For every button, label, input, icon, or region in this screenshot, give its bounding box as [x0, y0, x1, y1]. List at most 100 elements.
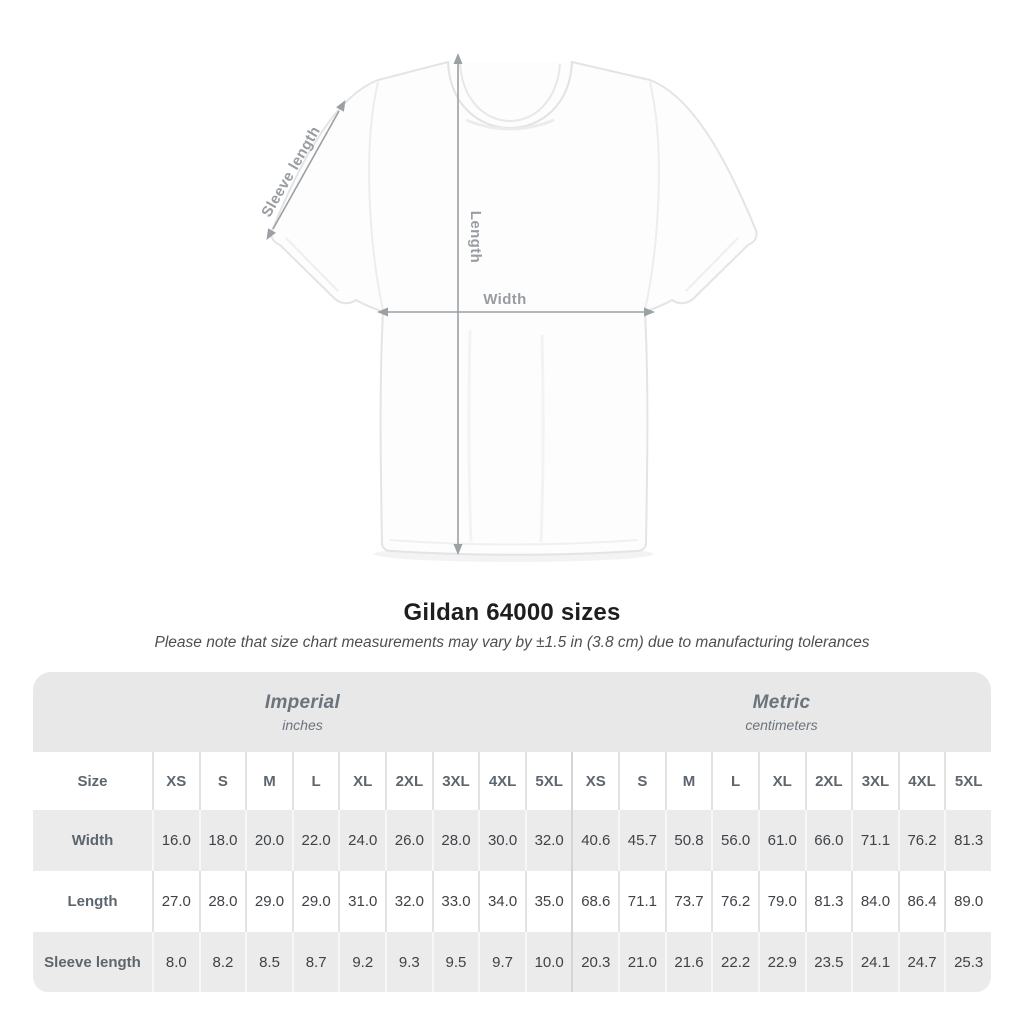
table-cell: 8.7 [291, 932, 339, 992]
row-label: Length [67, 893, 118, 910]
page-title: Gildan 64000 sizes [403, 599, 621, 626]
table-cell: 23.5 [804, 932, 852, 992]
table-cell: 28.0 [198, 871, 246, 932]
table-cell: 71.1 [851, 810, 898, 871]
size-header-cell: XS [571, 752, 618, 810]
table-cell: 89.0 [944, 871, 991, 932]
imperial-label: Imperial [264, 691, 341, 713]
table-cell: 21.0 [618, 932, 665, 992]
left-sleeve-hem-seam [285, 237, 339, 292]
table-cell: 26.0 [385, 810, 432, 871]
size-table: Imperial inches Metric centimeters Size … [33, 672, 991, 992]
metric-group-header: Metric centimeters [572, 672, 991, 752]
size-header-cell: XL [338, 752, 385, 810]
tshirt-measurement-figure: Length Width Sleeve length [258, 53, 758, 562]
size-header-cell: S [618, 752, 665, 810]
right-sleeve-hem-seam [685, 237, 739, 292]
table-cell: 21.6 [664, 932, 712, 992]
table-row-width: Width 16.0 18.0 20.0 22.0 24.0 26.0 28.0… [33, 810, 991, 871]
size-header-cell: 5XL [944, 752, 991, 810]
table-cell: 20.0 [245, 810, 292, 871]
collar [447, 61, 573, 131]
table-cell: 33.0 [431, 871, 479, 932]
table-cell: 16.0 [152, 810, 199, 871]
table-cell: 22.9 [757, 932, 805, 992]
table-row-sleeve-length: Sleeve length 8.0 8.2 8.5 8.7 9.2 9.3 9.… [33, 932, 991, 992]
imperial-group-header: Imperial inches [33, 672, 572, 752]
row-label: Width [71, 832, 114, 849]
size-header-cell: M [664, 752, 712, 810]
size-header-cell: 4XL [478, 752, 525, 810]
table-cell: 73.7 [664, 871, 712, 932]
table-row-length: Length 27.0 28.0 29.0 29.0 31.0 32.0 33.… [33, 871, 991, 932]
table-cell: 56.0 [711, 810, 758, 871]
table-cell: 29.0 [291, 871, 339, 932]
table-cell: 45.7 [618, 810, 665, 871]
table-cell: 18.0 [198, 810, 246, 871]
size-column-header: Size [77, 772, 108, 790]
table-cell: 24.7 [897, 932, 945, 992]
tshirt-body [270, 61, 758, 556]
table-cell: 10.0 [524, 932, 572, 992]
unit-group-header: Imperial inches Metric centimeters [33, 672, 991, 752]
table-cell: 32.0 [524, 810, 572, 871]
size-header-cell: 4XL [897, 752, 945, 810]
table-cell: 79.0 [757, 871, 805, 932]
table-cell: 24.0 [338, 810, 385, 871]
table-cell: 61.0 [757, 810, 805, 871]
table-cell: 22.2 [711, 932, 758, 992]
right-armhole-seam [644, 81, 660, 311]
table-cell: 8.2 [198, 932, 246, 992]
table-cell: 32.0 [385, 871, 432, 932]
row-label: Sleeve length [44, 953, 141, 971]
fold-line [467, 329, 473, 543]
length-arrow [453, 53, 463, 555]
table-cell: 8.0 [152, 932, 199, 992]
tolerance-note: Please note that size chart measurements… [154, 634, 870, 651]
size-header-row: Size XS S M L XL 2XL 3XL 4XL 5XL XS S M … [33, 752, 991, 810]
metric-label: Metric [752, 691, 811, 713]
table-cell: 81.3 [944, 810, 991, 871]
table-cell: 86.4 [897, 871, 945, 932]
size-header-cell: XS [152, 752, 199, 810]
bottom-hem-seam [389, 539, 639, 546]
table-cell: 66.0 [804, 810, 852, 871]
table-cell: 76.2 [897, 810, 945, 871]
size-header-cell: 5XL [524, 752, 572, 810]
table-cell: 71.1 [618, 871, 665, 932]
table-cell: 40.6 [571, 810, 618, 871]
width-label: Width [483, 291, 527, 308]
table-cell: 31.0 [338, 871, 385, 932]
width-arrow [377, 307, 655, 317]
table-cell: 9.5 [431, 932, 479, 992]
table-cell: 20.3 [571, 932, 618, 992]
table-cell: 30.0 [478, 810, 525, 871]
table-cell: 81.3 [804, 871, 852, 932]
size-header-cell: L [711, 752, 758, 810]
size-header-cell: M [245, 752, 292, 810]
table-cell: 27.0 [152, 871, 199, 932]
fold-line [539, 334, 545, 543]
table-cell: 24.1 [851, 932, 898, 992]
metric-unit-label: centimeters [745, 716, 818, 733]
size-header-cell: 3XL [431, 752, 479, 810]
table-cell: 34.0 [478, 871, 525, 932]
caption-block: Gildan 64000 sizes Please note that size… [0, 599, 1024, 652]
size-header-cell: L [291, 752, 339, 810]
table-cell: 9.7 [478, 932, 525, 992]
size-header-cell: 3XL [851, 752, 898, 810]
size-header-cell: 2XL [385, 752, 432, 810]
imperial-unit-label: inches [282, 716, 323, 733]
length-label: Length [467, 211, 484, 263]
table-cell: 22.0 [291, 810, 339, 871]
table-cell: 35.0 [524, 871, 572, 932]
table-cell: 50.8 [664, 810, 712, 871]
table-cell: 28.0 [431, 810, 479, 871]
table-cell: 76.2 [711, 871, 758, 932]
table-cell: 9.3 [385, 932, 432, 992]
table-cell: 9.2 [338, 932, 385, 992]
size-header-cell: XL [757, 752, 805, 810]
left-armhole-seam [368, 81, 384, 311]
sleeve-length-arrow [266, 99, 346, 241]
size-header-cell: S [198, 752, 246, 810]
